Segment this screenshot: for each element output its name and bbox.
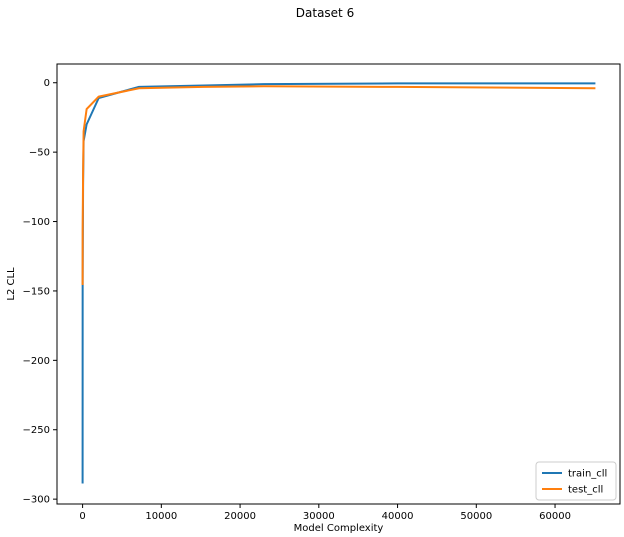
legend-label: train_cll (568, 469, 607, 480)
x-axis-label: Model Complexity (294, 523, 384, 534)
x-tick-label: 10000 (145, 511, 177, 522)
x-tick-label: 60000 (539, 511, 571, 522)
series-group (81, 82, 596, 484)
x-tick-label: 30000 (303, 511, 335, 522)
x-tick-label: 40000 (382, 511, 414, 522)
y-tick-label: −250 (23, 425, 50, 436)
legend-label: test_cll (568, 485, 603, 496)
series-line-test-cll (81, 85, 596, 286)
legend-box (535, 461, 617, 501)
y-tick-label: −100 (23, 217, 50, 228)
x-axis: 0 10000 20000 30000 40000 50000 60000 (79, 504, 571, 522)
y-tick-label: −150 (23, 286, 50, 297)
y-tick-label: −300 (23, 495, 50, 506)
y-axis: 0 −50 −100 −150 −200 −250 −300 (23, 78, 57, 506)
x-tick-label: 0 (79, 511, 85, 522)
legend: train_cll test_cll (535, 461, 617, 501)
plot-area (56, 63, 621, 505)
chart-title: Dataset 6 (296, 6, 354, 20)
y-axis-label: L2 CLL (6, 267, 17, 301)
y-tick-label: −200 (23, 356, 50, 367)
x-tick-label: 50000 (460, 511, 492, 522)
y-tick-label: 0 (44, 78, 50, 89)
y-tick-label: −50 (29, 148, 50, 159)
x-tick-label: 20000 (224, 511, 256, 522)
